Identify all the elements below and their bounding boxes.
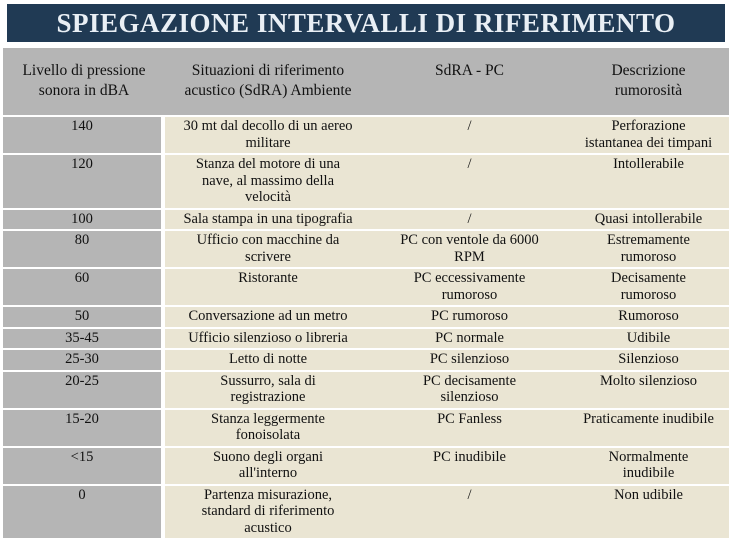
table-row: 50 Conversazione ad un metro PC rumoroso… [3,307,729,329]
cell-pc: PC inudibile [371,447,568,486]
table-row: <15 Suono degli organi all'interno PC in… [3,447,729,486]
cell-description: Non udibile [568,485,729,540]
cell-pc: PC rumoroso [371,307,568,329]
column-header-description: Descrizione rumorosità [568,48,729,117]
cell-description: Decisamente rumoroso [568,269,729,307]
cell-description: Perforazione istantanea dei timpani [568,117,729,155]
column-header-sdra-pc: SdRA - PC [371,48,568,117]
cell-ambient: Partenza misurazione, standard di riferi… [165,485,371,540]
cell-description: Udibile [568,328,729,350]
cell-description: Quasi intollerabile [568,209,729,231]
table-row: 140 30 mt dal decollo di un aereo milita… [3,117,729,155]
cell-pc: PC con ventole da 6000 RPM [371,231,568,269]
page-title: SPIEGAZIONE INTERVALLI DI RIFERIMENTO [56,7,676,38]
table-row: 20-25 Sussurro, sala di registrazione PC… [3,371,729,410]
cell-pc: PC decisamente silenzioso [371,371,568,410]
cell-ambient: Sala stampa in una tipografia [165,209,371,231]
cell-description: Estremamente rumoroso [568,231,729,269]
cell-ambient: Ufficio silenzioso o libreria [165,328,371,350]
cell-level: 35-45 [3,328,165,350]
cell-description: Molto silenzioso [568,371,729,410]
cell-level: <15 [3,447,165,486]
cell-pc: / [371,155,568,210]
cell-level: 60 [3,269,165,307]
cell-level: 0 [3,485,165,540]
table-row: 25-30 Letto di notte PC silenzioso Silen… [3,350,729,372]
cell-level: 50 [3,307,165,329]
cell-description: Normalmente inudibile [568,447,729,486]
table-row: 80 Ufficio con macchine da scrivere PC c… [3,231,729,269]
cell-description: Praticamente inudibile [568,409,729,448]
cell-pc: PC silenzioso [371,350,568,372]
cell-pc: / [371,117,568,155]
cell-pc: PC Fanless [371,409,568,448]
table-row: 100 Sala stampa in una tipografia / Quas… [3,209,729,231]
table-row: 120 Stanza del motore di una nave, al ma… [3,155,729,210]
column-header-level: Livello di pressione sonora in dBA [3,48,165,117]
cell-ambient: Sussurro, sala di registrazione [165,371,371,410]
reference-table: Livello di pressione sonora in dBA Situa… [3,48,729,540]
table-row: 0 Partenza misurazione, standard di rife… [3,485,729,540]
cell-ambient: Conversazione ad un metro [165,307,371,329]
cell-description: Silenzioso [568,350,729,372]
cell-pc: PC normale [371,328,568,350]
cell-ambient: Stanza leggermente fonoisolata [165,409,371,448]
cell-pc: PC eccessivamente rumoroso [371,269,568,307]
cell-ambient: Ufficio con macchine da scrivere [165,231,371,269]
table-row: 15-20 Stanza leggermente fonoisolata PC … [3,409,729,448]
cell-ambient: Letto di notte [165,350,371,372]
cell-ambient: 30 mt dal decollo di un aereo militare [165,117,371,155]
cell-ambient: Suono degli organi all'interno [165,447,371,486]
cell-ambient: Stanza del motore di una nave, al massim… [165,155,371,210]
header-row: Livello di pressione sonora in dBA Situa… [3,48,729,117]
cell-level: 120 [3,155,165,210]
title-bar: SPIEGAZIONE INTERVALLI DI RIFERIMENTO [7,4,725,42]
table-row: 60 Ristorante PC eccessivamente rumoroso… [3,269,729,307]
cell-description: Intollerabile [568,155,729,210]
cell-description: Rumoroso [568,307,729,329]
column-header-ambient: Situazioni di riferimento acustico (SdRA… [165,48,371,117]
table-row: 35-45 Ufficio silenzioso o libreria PC n… [3,328,729,350]
cell-ambient: Ristorante [165,269,371,307]
cell-level: 100 [3,209,165,231]
cell-level: 25-30 [3,350,165,372]
cell-pc: / [371,485,568,540]
cell-level: 140 [3,117,165,155]
cell-pc: / [371,209,568,231]
cell-level: 15-20 [3,409,165,448]
cell-level: 80 [3,231,165,269]
cell-level: 20-25 [3,371,165,410]
